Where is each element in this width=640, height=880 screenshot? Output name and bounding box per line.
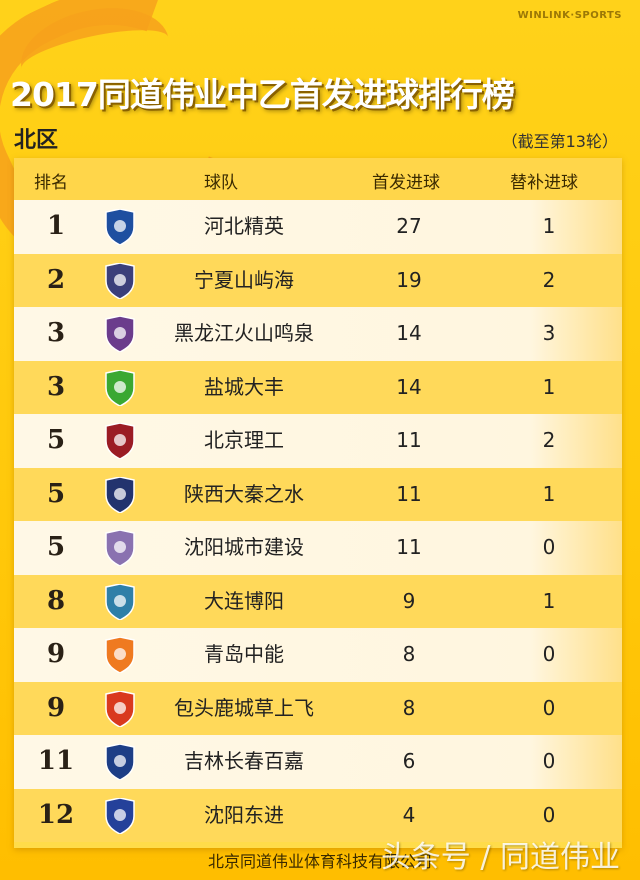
rank-cell: 9 xyxy=(46,639,66,669)
team-name-cell: 青岛中能 xyxy=(204,642,284,666)
header-rank: 排名 xyxy=(34,173,68,193)
as-of-round-label: （截至第13轮） xyxy=(501,132,618,151)
starting-goals-cell: 6 xyxy=(402,749,416,773)
sub-goals-cell: 2 xyxy=(542,428,556,452)
starting-goals-cell: 8 xyxy=(402,642,416,666)
page-title: 2017同道伟业中乙首发进球排行榜 xyxy=(10,75,515,114)
rank-cell: 3 xyxy=(46,371,66,402)
team-crest-icon xyxy=(105,797,135,834)
team-name-cell: 大连博阳 xyxy=(204,588,284,613)
team-crest-icon xyxy=(105,262,135,299)
table-row: 9 包头鹿城草上飞 8 0 xyxy=(14,681,622,735)
team-name-cell: 陕西大秦之水 xyxy=(184,481,304,506)
table-body: 1 河北精英 27 1 2 宁夏山屿海 19 2 3 黑龙江火山鸣泉 14 3 3 盐城大丰 14 1 5 北京理… xyxy=(14,200,622,842)
rank-cell: 9 xyxy=(46,692,66,723)
rank-cell: 11 xyxy=(37,746,75,776)
team-name-cell: 河北精英 xyxy=(204,214,284,238)
table-row: 3 黑龙江火山鸣泉 14 3 xyxy=(14,307,622,361)
sub-goals-cell: 2 xyxy=(542,267,556,292)
rank-cell: 2 xyxy=(46,264,66,295)
header-sub-goals: 替补进球 xyxy=(510,173,578,193)
team-crest-icon xyxy=(105,744,135,780)
team-crest-icon xyxy=(105,423,135,459)
team-name-cell: 黑龙江火山鸣泉 xyxy=(174,321,314,345)
sub-goals-cell: 0 xyxy=(542,695,556,720)
table-row: 5 北京理工 11 2 xyxy=(14,414,622,468)
table-row: 2 宁夏山屿海 19 2 xyxy=(14,253,622,307)
table-header: 排名 球队 首发进球 替补进球 xyxy=(14,158,622,200)
starting-goals-cell: 11 xyxy=(396,428,422,452)
starting-goals-cell: 11 xyxy=(396,535,422,559)
sub-goals-cell: 0 xyxy=(542,802,556,827)
sub-goals-cell: 1 xyxy=(542,374,556,399)
sub-goals-cell: 0 xyxy=(542,535,556,559)
rank-cell: 3 xyxy=(46,318,66,348)
team-name-cell: 宁夏山屿海 xyxy=(194,267,294,292)
team-name-cell: 盐城大丰 xyxy=(204,374,284,399)
team-crest-icon xyxy=(105,530,135,566)
rank-cell: 5 xyxy=(46,425,66,455)
sub-goals-cell: 1 xyxy=(542,214,556,238)
team-crest-icon xyxy=(105,476,135,513)
rank-cell: 5 xyxy=(46,532,66,562)
team-crest-icon xyxy=(105,369,135,406)
team-crest-icon xyxy=(105,583,135,620)
sub-goals-cell: 0 xyxy=(542,749,556,773)
sub-goals-cell: 1 xyxy=(542,588,556,613)
table-row: 9 青岛中能 8 0 xyxy=(14,628,622,682)
table-row: 5 陕西大秦之水 11 1 xyxy=(14,467,622,521)
rank-cell: 8 xyxy=(46,585,66,616)
team-name-cell: 包头鹿城草上飞 xyxy=(174,695,314,720)
team-crest-icon xyxy=(105,637,135,673)
table-row: 12 沈阳东进 4 0 xyxy=(14,788,622,842)
rank-cell: 1 xyxy=(46,211,66,241)
region-label: 北区 xyxy=(14,128,59,153)
table-row: 8 大连博阳 9 1 xyxy=(14,574,622,628)
sub-goals-cell: 3 xyxy=(542,321,556,345)
table-row: 11 吉林长春百嘉 6 0 xyxy=(14,735,622,789)
rank-cell: 12 xyxy=(37,799,75,830)
watermark: 头条号 / 同道伟业 xyxy=(380,840,620,875)
team-name-cell: 北京理工 xyxy=(204,428,284,452)
starting-goals-cell: 27 xyxy=(396,214,422,238)
header-team: 球队 xyxy=(204,173,238,193)
starting-goals-cell: 4 xyxy=(402,802,416,827)
team-name-cell: 吉林长春百嘉 xyxy=(184,749,304,773)
rankings-table: 排名 球队 首发进球 替补进球 1 河北精英 27 1 2 宁夏山屿海 19 2 3 黑龙江火山鸣… xyxy=(14,158,622,848)
brand-label: WINLINK·SPORTS xyxy=(517,10,622,21)
team-name-cell: 沈阳城市建设 xyxy=(184,535,304,559)
sub-goals-cell: 0 xyxy=(542,642,556,666)
team-crest-icon xyxy=(105,316,135,352)
header-starting-goals: 首发进球 xyxy=(372,173,440,193)
starting-goals-cell: 14 xyxy=(396,374,422,399)
table-row: 1 河北精英 27 1 xyxy=(14,200,622,254)
team-name-cell: 沈阳东进 xyxy=(204,802,284,827)
starting-goals-cell: 19 xyxy=(396,267,422,292)
table-row: 5 沈阳城市建设 11 0 xyxy=(14,521,622,575)
sub-goals-cell: 1 xyxy=(542,481,556,506)
table-row: 3 盐城大丰 14 1 xyxy=(14,360,622,414)
starting-goals-cell: 9 xyxy=(402,588,416,613)
rank-cell: 5 xyxy=(46,478,66,509)
starting-goals-cell: 14 xyxy=(396,321,422,345)
team-crest-icon xyxy=(105,690,135,727)
starting-goals-cell: 8 xyxy=(402,695,416,720)
starting-goals-cell: 11 xyxy=(396,481,422,506)
team-crest-icon xyxy=(105,209,135,245)
footer-company: 北京同道伟业体育科技有限公司 xyxy=(207,852,432,871)
